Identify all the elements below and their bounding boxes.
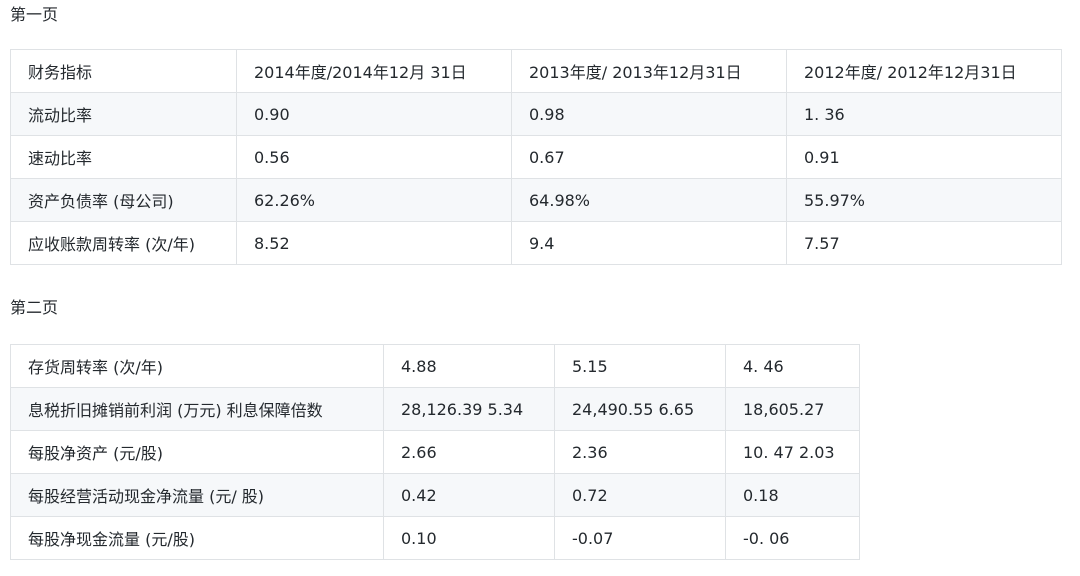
table-cell: 24,490.55 6.65 (554, 387, 726, 431)
table-row: 息税折旧摊销前利润 (万元) 利息保障倍数 28,126.39 5.34 24,… (10, 387, 860, 431)
table-cell: 应收账款周转率 (次/年) (10, 221, 237, 265)
table-row: 流动比率 0.90 0.98 1. 36 (10, 92, 1062, 136)
table-row: 财务指标 2014年度/2014年12月 31日 2013年度/ 2013年12… (10, 49, 1062, 93)
table-cell: 7.57 (786, 221, 1062, 265)
table-cell: -0. 06 (725, 516, 860, 560)
table-cell: 2.66 (383, 430, 555, 474)
table-cell: 0.90 (236, 92, 512, 136)
table-cell: 0.18 (725, 473, 860, 517)
table-cell: 2012年度/ 2012年12月31日 (786, 49, 1062, 93)
table-cell: 10. 47 2.03 (725, 430, 860, 474)
table-row: 速动比率 0.56 0.67 0.91 (10, 135, 1062, 179)
financial-indicators-table-page-1: 财务指标 2014年度/2014年12月 31日 2013年度/ 2013年12… (10, 49, 1062, 265)
table-cell: 0.91 (786, 135, 1062, 179)
table-cell: 62.26% (236, 178, 512, 222)
table-cell: 4.88 (383, 344, 555, 388)
table-cell: 0.10 (383, 516, 555, 560)
table-row: 资产负债率 (母公司) 62.26% 64.98% 55.97% (10, 178, 1062, 222)
table-cell: 速动比率 (10, 135, 237, 179)
table-cell: 9.4 (511, 221, 787, 265)
table-row: 每股净现金流量 (元/股) 0.10 -0.07 -0. 06 (10, 516, 860, 560)
table-cell: 4. 46 (725, 344, 860, 388)
section-title-page-2: 第二页 (10, 298, 59, 317)
table-row: 应收账款周转率 (次/年) 8.52 9.4 7.57 (10, 221, 1062, 265)
section-title-page-1: 第一页 (10, 5, 59, 24)
table-cell: 8.52 (236, 221, 512, 265)
table-cell: 5.15 (554, 344, 726, 388)
table-cell: 0.98 (511, 92, 787, 136)
table-cell: 18,605.27 (725, 387, 860, 431)
table-cell: 资产负债率 (母公司) (10, 178, 237, 222)
table-row: 每股经营活动现金净流量 (元/ 股) 0.42 0.72 0.18 (10, 473, 860, 517)
table-cell: 2013年度/ 2013年12月31日 (511, 49, 787, 93)
table-cell: 存货周转率 (次/年) (10, 344, 384, 388)
table-row: 存货周转率 (次/年) 4.88 5.15 4. 46 (10, 344, 860, 388)
table-cell: -0.07 (554, 516, 726, 560)
table-cell: 1. 36 (786, 92, 1062, 136)
financial-indicators-table-page-2: 存货周转率 (次/年) 4.88 5.15 4. 46 息税折旧摊销前利润 (万… (10, 344, 860, 560)
table-cell: 28,126.39 5.34 (383, 387, 555, 431)
table-cell: 0.72 (554, 473, 726, 517)
table-cell: 流动比率 (10, 92, 237, 136)
table-cell: 0.42 (383, 473, 555, 517)
table-cell: 财务指标 (10, 49, 237, 93)
table-cell: 每股经营活动现金净流量 (元/ 股) (10, 473, 384, 517)
table-cell: 2014年度/2014年12月 31日 (236, 49, 512, 93)
table-cell: 0.56 (236, 135, 512, 179)
table-cell: 息税折旧摊销前利润 (万元) 利息保障倍数 (10, 387, 384, 431)
table-cell: 2.36 (554, 430, 726, 474)
table-row: 每股净资产 (元/股) 2.66 2.36 10. 47 2.03 (10, 430, 860, 474)
table-cell: 0.67 (511, 135, 787, 179)
table-cell: 64.98% (511, 178, 787, 222)
table-cell: 每股净资产 (元/股) (10, 430, 384, 474)
table-cell: 55.97% (786, 178, 1062, 222)
table-cell: 每股净现金流量 (元/股) (10, 516, 384, 560)
